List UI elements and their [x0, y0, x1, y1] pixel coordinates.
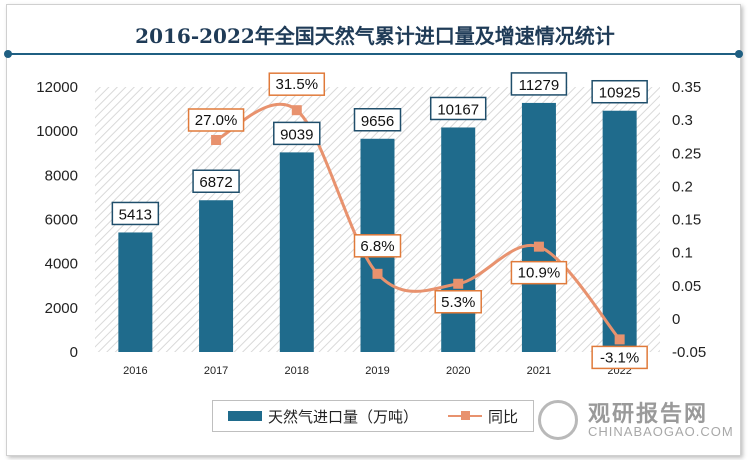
line-series: [211, 102, 625, 345]
line-label-text: 5.3%: [441, 294, 475, 311]
watermark: 观研报告网 CHINABAOGAO.COM: [530, 396, 740, 446]
x-tick-label: 2020: [446, 365, 470, 377]
line-marker: [291, 105, 302, 116]
bar-data-label: 11279: [510, 72, 568, 96]
line-data-label: 10.9%: [510, 260, 568, 285]
bar-label-box: [429, 96, 487, 121]
bar-label-text: 10925: [599, 85, 641, 102]
right-axis: -0.05 0 0.05 0.1 0.15 0.2 0.25 0.3 0.35: [672, 79, 706, 361]
line-label-text: 27.0%: [195, 112, 238, 129]
bar: [441, 127, 476, 352]
x-tick-label: 2019: [365, 365, 389, 377]
line-data-label: 5.3%: [434, 290, 482, 314]
bar-label-box: [273, 121, 321, 146]
line-marker: [211, 135, 222, 145]
bar: [199, 200, 234, 352]
bar: [521, 102, 556, 352]
bar-data-label: 9656: [353, 108, 402, 132]
data-labels: 5413 6872 9039 9656 10167 11279 10925 27.0% 31.5…: [111, 72, 648, 370]
line-label-text: 31.5%: [276, 76, 319, 93]
legend-item-line: 同比: [447, 406, 518, 427]
legend-line-label: 同比: [487, 408, 518, 426]
bar-label-text: 10167: [437, 101, 479, 118]
legend-line-swatch: [447, 411, 482, 420]
bar: [602, 110, 637, 352]
right-tick-label: 0.05: [672, 278, 701, 295]
x-tick-label: 2017: [204, 365, 228, 377]
line-data-label: 31.5%: [268, 72, 326, 96]
bar-data-label: 5413: [111, 201, 160, 226]
legend-bar-label: 天然气进口量（万吨）: [267, 408, 418, 426]
bar-data-label: 10925: [591, 79, 648, 104]
bar-label-text: 11279: [519, 77, 560, 94]
chart-title: 2016-2022年全国天然气累计进口量及增速情况统计: [135, 24, 615, 48]
watermark-logo-icon: [538, 400, 578, 440]
bar: [279, 152, 314, 352]
line-label-box: [434, 290, 482, 314]
legend-bar-swatch: [227, 411, 262, 421]
bar-label-box: [591, 79, 648, 104]
left-axis: 0 2000 4000 6000 8000 10000 12000: [36, 79, 78, 361]
line-marker: [453, 278, 464, 289]
bar-label-box: [192, 169, 240, 193]
line-data-label: -3.1%: [591, 345, 648, 370]
line-marker: [533, 241, 544, 252]
left-tick-label: 6000: [45, 212, 78, 229]
left-tick-label: 12000: [36, 79, 78, 96]
line-label-box: [510, 260, 568, 285]
bar-label-box: [353, 108, 402, 132]
watermark-text: 观研报告网: [588, 401, 709, 426]
right-tick-label: 0.35: [672, 79, 701, 96]
x-tick-label: 2016: [123, 365, 147, 377]
line-label-text: 10.9%: [518, 265, 561, 282]
bar-label-text: 6872: [199, 174, 232, 191]
watermark-url: CHINABAOGAO.COM: [588, 424, 734, 439]
x-tick-label: 2021: [527, 365, 551, 377]
chart-plot: 0 2000 4000 6000 8000 10000 12000 -0.05 0 0.05 0.…: [36, 72, 706, 377]
legend-item-bar: 天然气进口量（万吨）: [227, 406, 418, 427]
line-label-box: [591, 345, 648, 370]
bar-label-box: [111, 201, 160, 226]
legend: 天然气进口量（万吨） 同比: [212, 400, 534, 432]
bar-label-box: [510, 72, 568, 96]
growth-line: [215, 102, 621, 341]
bar-label-text: 9039: [280, 126, 313, 143]
title-divider: [4, 50, 743, 58]
bar-label-text: 9656: [361, 113, 394, 130]
left-tick-label: 2000: [45, 300, 78, 317]
right-tick-label: 0.25: [672, 145, 701, 162]
right-tick-label: -0.05: [672, 344, 706, 361]
x-axis: 2016 2017 2018 2019 2020 2021 2022: [123, 365, 632, 377]
line-label-box: [353, 234, 402, 258]
line-label-text: 6.8%: [360, 238, 394, 255]
left-tick-label: 4000: [45, 256, 78, 273]
line-data-label: 6.8%: [353, 234, 402, 258]
right-tick-label: 0.3: [672, 112, 693, 129]
line-label-text: -3.1%: [600, 349, 639, 366]
right-tick-label: 0.1: [672, 245, 693, 262]
bar-data-label: 6872: [192, 169, 240, 193]
bar-data-label: 10167: [429, 96, 487, 121]
left-tick-label: 10000: [36, 123, 78, 140]
line-data-label: 27.0%: [187, 108, 245, 132]
bar: [118, 232, 153, 352]
bar-label-text: 5413: [119, 206, 152, 223]
right-tick-label: 0: [672, 311, 680, 328]
line-label-box: [268, 72, 326, 96]
bar-data-label: 9039: [273, 121, 321, 146]
x-tick-label: 2018: [285, 365, 309, 377]
left-tick-label: 0: [70, 344, 78, 361]
line-marker: [372, 268, 383, 279]
line-label-box: [187, 108, 245, 132]
right-tick-label: 0.15: [672, 212, 701, 229]
left-tick-label: 8000: [45, 167, 78, 184]
right-tick-label: 0.2: [672, 178, 693, 195]
line-marker: [614, 334, 625, 345]
